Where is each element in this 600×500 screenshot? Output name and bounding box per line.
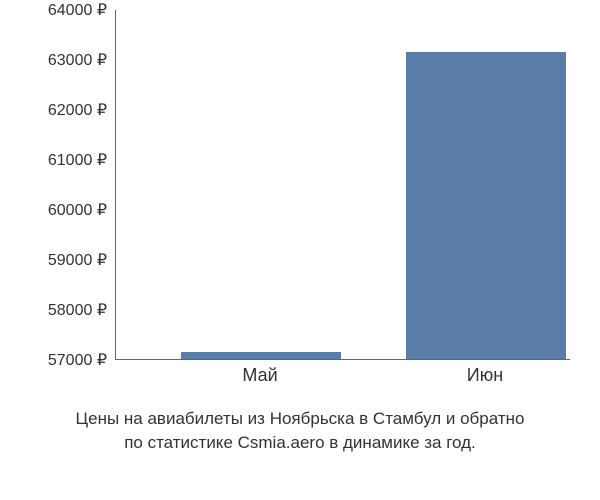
- x-tick-label: Май: [242, 365, 277, 386]
- bar: [181, 352, 341, 360]
- y-tick-label: 61000 ₽: [48, 150, 107, 170]
- bar: [406, 52, 566, 360]
- x-axis-labels: Май Июн: [115, 365, 570, 390]
- x-tick-label: Июн: [467, 365, 503, 386]
- caption-line-1: Цены на авиабилеты из Ноябрьска в Стамбу…: [0, 407, 600, 431]
- y-tick-label: 64000 ₽: [48, 0, 107, 20]
- chart-caption: Цены на авиабилеты из Ноябрьска в Стамбу…: [0, 407, 600, 455]
- y-tick-label: 57000 ₽: [48, 350, 107, 370]
- y-tick-label: 59000 ₽: [48, 250, 107, 270]
- chart-container: 57000 ₽ 58000 ₽ 59000 ₽ 60000 ₽ 61000 ₽ 62000…: [30, 10, 570, 380]
- y-tick-label: 62000 ₽: [48, 100, 107, 120]
- y-tick-label: 63000 ₽: [48, 50, 107, 70]
- caption-line-2: по статистике Csmia.aero в динамике за г…: [0, 431, 600, 455]
- plot-area: [115, 10, 570, 360]
- y-tick-label: 60000 ₽: [48, 200, 107, 220]
- y-axis: 57000 ₽ 58000 ₽ 59000 ₽ 60000 ₽ 61000 ₽ 62000…: [30, 10, 115, 380]
- y-tick-label: 58000 ₽: [48, 300, 107, 320]
